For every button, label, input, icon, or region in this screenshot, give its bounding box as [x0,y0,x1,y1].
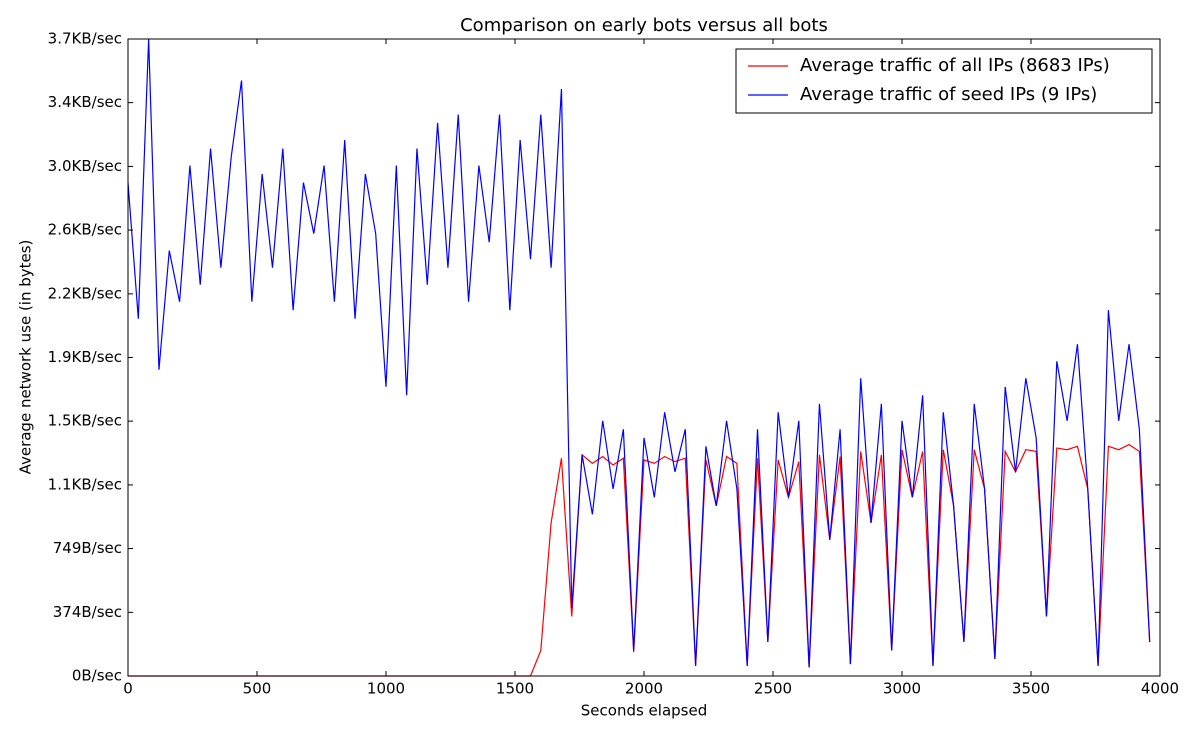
chart-title: Comparison on early bots versus all bots [460,15,828,36]
y-tick-label: 374B/sec [53,603,122,621]
series-line [128,443,1151,677]
y-tick-label: 749B/sec [53,539,122,557]
x-tick-label: 3000 [883,680,921,698]
y-tick-label: 1.9KB/sec [48,348,122,366]
x-tick-label: 1500 [496,680,534,698]
x-axis-label: Seconds elapsed [581,702,707,720]
y-tick-label: 3.4KB/sec [48,93,122,111]
y-tick-label: 3.7KB/sec [48,30,122,48]
x-tick-label: 3500 [1012,680,1050,698]
x-tick-label: 1000 [367,680,405,698]
x-tick-label: 4000 [1141,680,1179,698]
series-line [127,38,1151,668]
x-tick-label: 2000 [625,680,663,698]
y-tick-label: 1.1KB/sec [48,475,122,493]
plot-frame [127,38,1161,677]
x-tick-label: 0 [123,680,133,698]
y-tick-label: 0B/sec [72,667,122,685]
y-axis-label: Average network use (in bytes) [17,240,35,475]
x-tick-label: 500 [243,680,272,698]
y-tick-label: 2.2KB/sec [48,284,122,302]
y-tick-label: 3.0KB/sec [48,157,122,175]
y-tick-label: 1.5KB/sec [48,412,122,430]
legend-label: Average traffic of all IPs (8683 IPs) [800,55,1110,76]
x-tick-label: 2500 [754,680,792,698]
legend-label: Average traffic of seed IPs (9 IPs) [800,84,1097,105]
y-tick-label: 2.6KB/sec [48,221,122,239]
legend-box [735,48,1153,114]
